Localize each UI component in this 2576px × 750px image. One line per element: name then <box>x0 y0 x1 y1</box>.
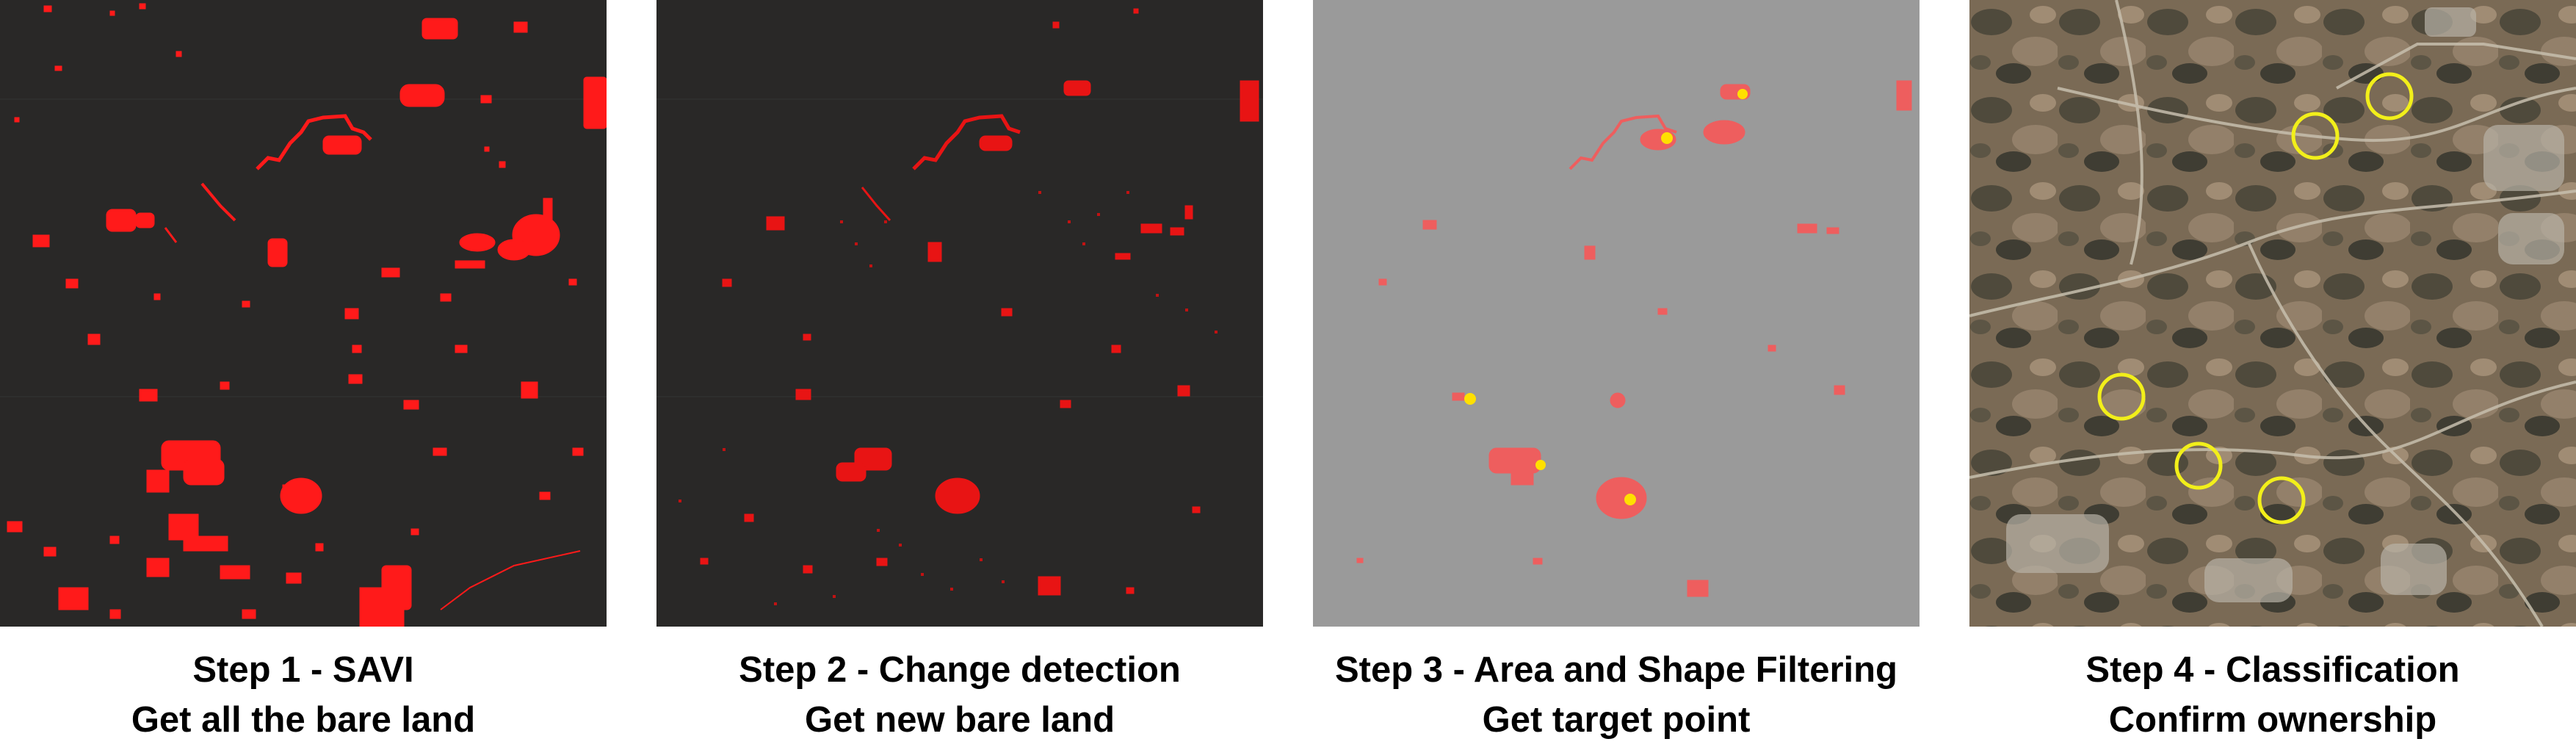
target-point-marker <box>1661 132 1673 144</box>
step-2-title: Step 2 - Change detection <box>739 650 1181 690</box>
step-4-caption: Step 4 - Classification Confirm ownershi… <box>1940 645 2576 745</box>
step-1-caption: Step 1 - SAVI Get all the bare land <box>0 645 636 745</box>
step-3-subtitle: Get target point <box>1482 700 1751 740</box>
target-points <box>1464 89 1748 505</box>
target-circles <box>2097 72 2414 524</box>
target-point-marker <box>1737 89 1748 99</box>
target-circle-marker <box>2365 72 2414 120</box>
step-2-panel: Step 2 - Change detection Get new bare l… <box>656 0 1263 750</box>
step-1-subtitle: Get all the bare land <box>131 700 476 740</box>
step-2-subtitle: Get new bare land <box>804 700 1115 740</box>
step-2-caption: Step 2 - Change detection Get new bare l… <box>627 645 1292 745</box>
step-4-panel: Step 4 - Classification Confirm ownershi… <box>1969 0 2576 750</box>
target-circle-marker <box>2257 476 2306 524</box>
change-detection-map <box>656 0 1263 627</box>
target-point-marker <box>1535 460 1546 470</box>
area-shape-filter-map <box>1313 0 1920 627</box>
savi-bare-land-map <box>0 0 607 627</box>
target-circle-marker <box>2174 441 2223 490</box>
target-circle-marker <box>2291 112 2340 160</box>
step-3-panel: Step 3 - Area and Shape Filtering Get ta… <box>1313 0 1920 750</box>
step-3-caption: Step 3 - Area and Shape Filtering Get ta… <box>1284 645 1949 745</box>
target-circle-marker <box>2097 372 2146 421</box>
satellite-classification-image <box>1969 0 2576 627</box>
step-1-panel: Step 1 - SAVI Get all the bare land <box>0 0 607 750</box>
step-3-title: Step 3 - Area and Shape Filtering <box>1334 650 1897 690</box>
target-point-marker <box>1624 494 1636 505</box>
step-1-title: Step 1 - SAVI <box>192 650 414 690</box>
target-point-marker <box>1464 393 1476 405</box>
step-4-title: Step 4 - Classification <box>2085 650 2460 690</box>
step-4-subtitle: Confirm ownership <box>2108 700 2437 740</box>
